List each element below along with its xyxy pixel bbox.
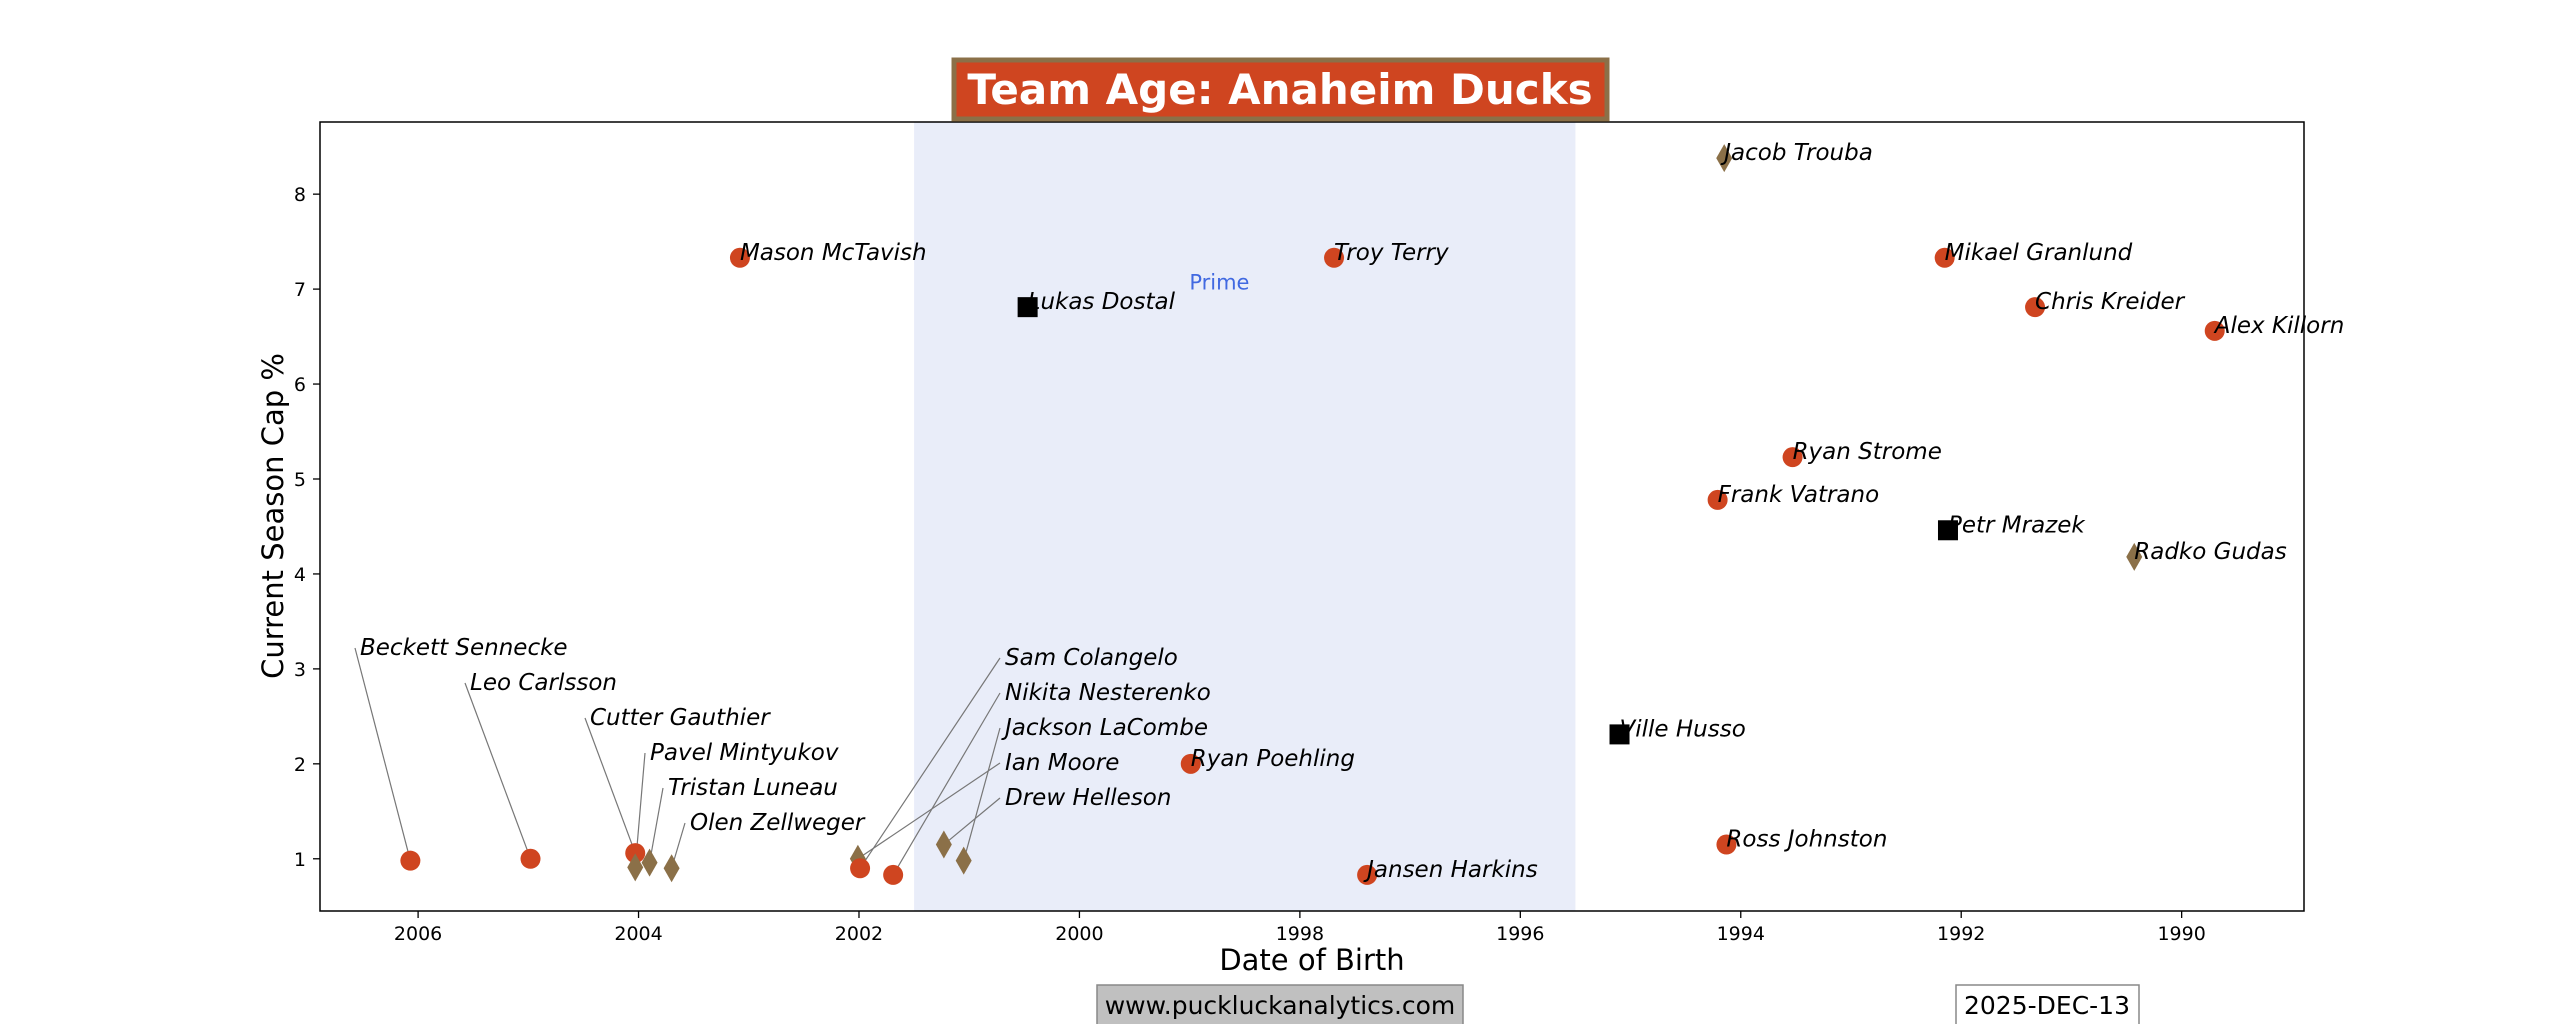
player-label: Mikael Granlund <box>1945 240 2133 266</box>
player-label: Troy Terry <box>1334 240 1449 266</box>
player-point-circle <box>1716 834 1737 855</box>
player-point-square <box>1937 520 1958 541</box>
player-label: Alex Killorn <box>2213 313 2345 339</box>
x-tick-label: 1992 <box>1937 923 1985 945</box>
label-leader-line <box>892 692 1001 876</box>
x-tick-label: 1998 <box>1276 923 1324 945</box>
player-point-circle <box>883 864 904 885</box>
player-label: Chris Kreider <box>2035 289 2186 315</box>
label-leader-line <box>584 717 636 854</box>
player-point-diamond <box>935 830 952 859</box>
player-label: Jackson LaCombe <box>1001 715 1208 741</box>
website-text: www.puckluckanalytics.com <box>1105 991 1456 1020</box>
player-point-circle <box>1707 489 1728 510</box>
y-axis-label: Current Season Cap % <box>256 353 290 679</box>
x-tick-label: 1996 <box>1496 923 1544 945</box>
player-label: Radko Gudas <box>2134 539 2286 565</box>
player-point-circle <box>2204 320 2225 341</box>
label-leader-line <box>857 762 1001 860</box>
data-points: Beckett Sennecke Leo Carlsson Cutter Gauth… <box>360 140 2344 885</box>
chart-title: Team Age: Anaheim Ducks <box>951 57 1610 122</box>
player-label: Ross Johnston <box>1726 827 1887 853</box>
y-tick-label: 5 <box>294 469 306 491</box>
y-tick-label: 7 <box>294 279 306 301</box>
player-label: Ryan Strome <box>1793 439 1942 465</box>
player-point-circle <box>1782 447 1803 468</box>
player-label: Leo Carlsson <box>470 670 617 696</box>
y-tick-label: 3 <box>294 659 306 681</box>
player-label: Pavel Mintyukov <box>650 740 839 766</box>
x-axis: 2006 2004 2002 2000 1998 1996 1994 1992 1990 <box>394 911 2206 945</box>
player-label: Olen Zellweger <box>690 810 866 836</box>
player-point-diamond <box>641 848 658 877</box>
player-label: Tristan Luneau <box>668 775 838 801</box>
player-label: Ryan Poehling <box>1191 746 1355 772</box>
player-point-diamond <box>663 854 680 883</box>
player-label: Jacob Trouba <box>1720 140 1873 166</box>
player-point-diamond <box>627 853 644 882</box>
plot-frame <box>319 121 2305 912</box>
label-leader-line <box>354 647 411 861</box>
x-tick-label: 1990 <box>2157 923 2205 945</box>
prime-label: Prime <box>1189 270 1249 294</box>
player-point-circle <box>850 858 871 879</box>
y-tick-label: 8 <box>294 184 306 206</box>
player-label: Frank Vatrano <box>1718 482 1880 508</box>
label-leader-line <box>963 727 1001 861</box>
player-label: Ian Moore <box>1005 750 1119 776</box>
player-point-circle <box>520 848 541 869</box>
player-label: Drew Helleson <box>1005 785 1171 811</box>
player-point-diamond <box>2126 542 2143 571</box>
player-label: Petr Mrazek <box>1948 512 2086 538</box>
label-leader-line <box>648 787 664 863</box>
player-label: Beckett Sennecke <box>360 635 568 661</box>
player-label: Ville Husso <box>1620 716 1746 742</box>
title-box <box>951 57 1610 122</box>
y-tick-label: 2 <box>294 754 306 776</box>
player-point-circle <box>1934 247 1955 268</box>
x-axis-label: Date of Birth <box>1219 943 1404 977</box>
prime-band <box>914 122 1576 911</box>
title-text: Team Age: Anaheim Ducks <box>967 65 1592 114</box>
player-label: Sam Colangelo <box>1005 645 1178 671</box>
x-tick-label: 1994 <box>1717 923 1765 945</box>
y-axis: 1 2 3 4 5 6 7 8 <box>294 184 320 871</box>
player-point-circle <box>1180 753 1201 774</box>
player-point-circle <box>400 850 421 871</box>
player-label: Cutter Gauthier <box>590 705 771 731</box>
x-tick-label: 2006 <box>394 923 442 945</box>
label-leader-lines <box>354 647 1001 876</box>
y-tick-label: 6 <box>294 374 306 396</box>
player-label: Mason McTavish <box>740 240 927 266</box>
player-point-circle <box>729 247 750 268</box>
player-point-circle <box>1357 864 1378 885</box>
y-tick-label: 4 <box>294 564 306 586</box>
player-point-circle <box>1324 247 1345 268</box>
date-text: 2025-DEC-13 <box>1964 991 2130 1020</box>
player-label: Jansen Harkins <box>1363 857 1538 883</box>
player-point-diamond <box>955 846 972 875</box>
date-badge: 2025-DEC-13 <box>1955 984 2140 1024</box>
player-label: Lukas Dostal <box>1028 289 1176 315</box>
x-tick-label: 2002 <box>835 923 883 945</box>
player-point-diamond <box>1716 144 1733 173</box>
player-point-square <box>1017 297 1038 318</box>
label-leader-line <box>859 657 1001 869</box>
x-tick-label: 2004 <box>614 923 662 945</box>
player-point-circle <box>2025 297 2046 318</box>
label-leader-line <box>943 797 1001 845</box>
x-tick-label: 2000 <box>1055 923 1103 945</box>
y-tick-label: 1 <box>294 849 306 871</box>
player-point-square <box>1609 724 1630 745</box>
player-point-circle <box>625 843 646 864</box>
label-leader-line <box>464 682 532 859</box>
player-label: Nikita Nesterenko <box>1005 680 1211 706</box>
website-badge: www.puckluckanalytics.com <box>1096 984 1464 1024</box>
